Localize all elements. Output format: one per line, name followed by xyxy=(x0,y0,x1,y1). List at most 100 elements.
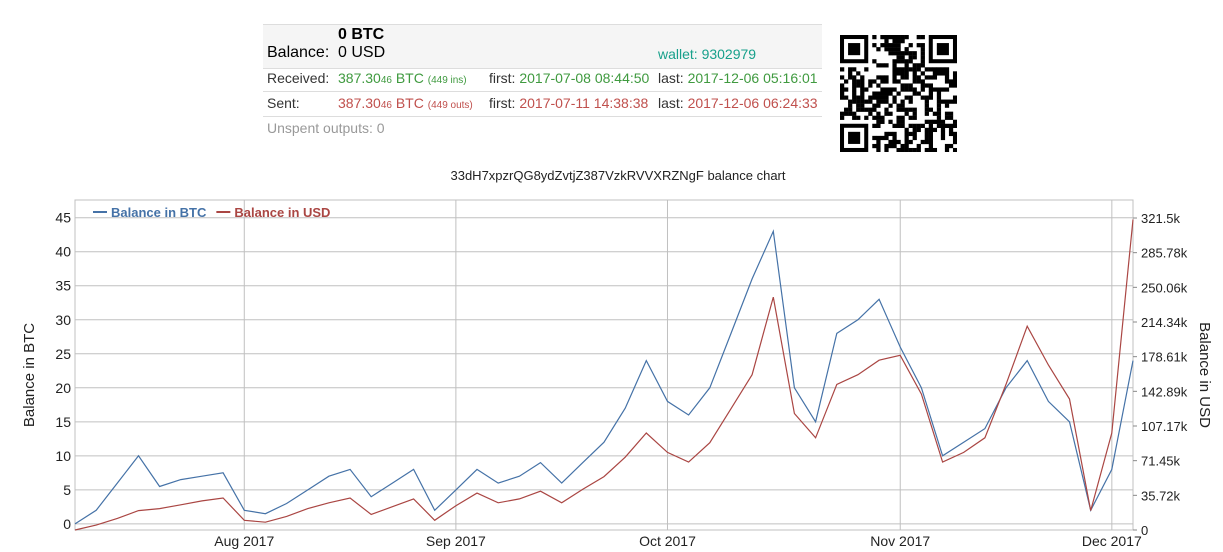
qr-module xyxy=(896,103,901,108)
qr-module xyxy=(892,51,897,56)
qr-module xyxy=(932,87,938,92)
unit: BTC xyxy=(395,95,424,111)
qr-module xyxy=(952,135,957,141)
qr-module xyxy=(912,135,917,141)
qr-module xyxy=(888,91,893,96)
qr-module xyxy=(856,107,861,112)
legend-label: Balance in USD xyxy=(234,205,330,220)
qr-module xyxy=(912,55,917,60)
y-tick-label: 15 xyxy=(55,414,71,430)
qr-module xyxy=(868,111,873,116)
qr-module xyxy=(928,147,933,152)
qr-module xyxy=(848,75,853,80)
qr-module xyxy=(900,107,905,112)
qr-module xyxy=(892,139,897,145)
qr-module xyxy=(856,79,861,84)
qr-module xyxy=(928,87,933,92)
qr-module xyxy=(932,67,938,72)
y-tick-label: 35 xyxy=(55,278,71,294)
y-axis-label: Balance in BTC xyxy=(21,323,38,427)
qr-module xyxy=(904,63,909,68)
unit: BTC xyxy=(395,70,424,86)
qr-module xyxy=(924,119,929,124)
qr-module xyxy=(892,35,897,40)
qr-module xyxy=(924,111,929,116)
qr-module xyxy=(844,107,849,112)
qr-module xyxy=(920,63,925,68)
balance-btc: 0 BTC xyxy=(338,26,385,43)
qr-module xyxy=(896,115,901,120)
qr-module xyxy=(904,131,909,137)
y2-tick-label: 250.06k xyxy=(1141,280,1188,295)
qr-module xyxy=(940,71,946,76)
qr-module xyxy=(940,99,946,104)
qr-module xyxy=(904,139,909,145)
qr-module xyxy=(840,115,845,120)
qr-module xyxy=(936,87,942,92)
qr-module xyxy=(876,95,881,100)
qr-module xyxy=(912,71,917,76)
qr-module xyxy=(896,79,901,84)
qr-module xyxy=(844,111,849,116)
qr-module xyxy=(876,63,881,68)
qr-module xyxy=(952,79,957,84)
wallet-link[interactable]: wallet: 9302979 xyxy=(658,46,757,62)
qr-module xyxy=(900,35,905,40)
qr-finder xyxy=(848,131,861,144)
qr-module xyxy=(860,107,865,112)
qr-module xyxy=(900,55,905,60)
qr-module xyxy=(908,107,913,112)
y2-tick-label: 142.89k xyxy=(1141,384,1188,399)
qr-module xyxy=(876,115,881,120)
qr-module xyxy=(944,103,950,108)
qr-module xyxy=(924,131,929,137)
last-label: last: xyxy=(658,70,684,86)
qr-module xyxy=(880,35,885,40)
first-date: 2017-07-11 14:38:38 xyxy=(519,95,649,111)
qr-module xyxy=(884,91,889,96)
y-tick-label: 10 xyxy=(55,448,71,464)
qr-module xyxy=(852,83,857,88)
qr-module xyxy=(924,67,929,72)
qr-module xyxy=(876,119,881,124)
qr-module xyxy=(884,143,889,149)
qr-module xyxy=(904,111,909,116)
qr-module xyxy=(900,119,905,124)
qr-module xyxy=(944,71,950,76)
qr-module xyxy=(896,67,901,72)
qr-module xyxy=(888,51,893,56)
qr-module xyxy=(912,91,917,96)
qr-module xyxy=(936,71,942,76)
qr-module xyxy=(848,99,853,104)
qr-module xyxy=(884,111,889,116)
qr-module xyxy=(908,139,913,145)
qr-module xyxy=(928,119,933,124)
qr-module xyxy=(928,123,933,128)
qr-module xyxy=(896,71,901,76)
qr-module xyxy=(892,99,897,104)
qr-module xyxy=(872,79,877,84)
qr-module xyxy=(892,47,897,52)
qr-module xyxy=(924,147,929,152)
qr-module xyxy=(876,147,881,152)
qr-module xyxy=(852,79,857,84)
qr-module xyxy=(852,91,857,96)
qr-module xyxy=(872,143,877,149)
last-label: last: xyxy=(658,95,684,111)
qr-module xyxy=(880,43,885,48)
qr-module xyxy=(940,87,946,92)
qr-module xyxy=(900,59,905,64)
qr-module xyxy=(920,123,925,128)
qr-module xyxy=(912,111,917,116)
qr-module xyxy=(928,67,933,72)
qr-module xyxy=(884,95,889,100)
qr-module xyxy=(868,107,873,112)
qr-module xyxy=(856,99,861,104)
qr-module xyxy=(952,119,957,124)
qr-module xyxy=(948,143,954,149)
qr-module xyxy=(948,127,954,133)
qr-module xyxy=(896,47,901,52)
qr-module xyxy=(892,79,897,84)
qr-module xyxy=(928,75,933,80)
